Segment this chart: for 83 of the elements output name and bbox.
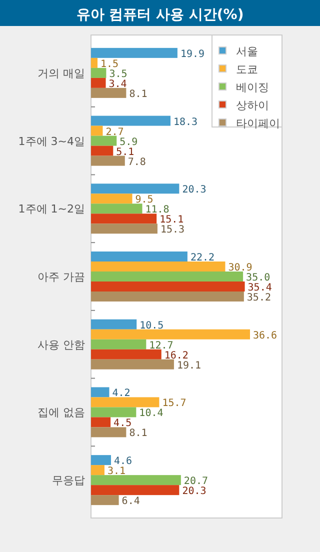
data-label: 20.3 <box>182 184 206 196</box>
data-label: 16.2 <box>164 350 188 362</box>
data-label: 4.2 <box>112 388 130 400</box>
bar <box>91 68 106 78</box>
data-label: 20.7 <box>184 476 208 488</box>
y-tick-label: 1주에 1~2일 <box>18 202 85 216</box>
data-label: 20.3 <box>182 486 206 498</box>
legend-label: 타이페이 <box>236 117 280 130</box>
bar <box>91 485 180 496</box>
data-label: 3.4 <box>108 78 127 90</box>
data-label: 8.1 <box>129 428 148 440</box>
y-tick-label: 사용 안함 <box>38 338 85 352</box>
bar <box>91 359 174 370</box>
bar <box>91 58 98 68</box>
y-tick-label: 거의 매일 <box>38 66 85 80</box>
data-label: 19.9 <box>180 48 205 60</box>
y-tick-label: 1주에 3~4일 <box>18 134 85 148</box>
bar <box>91 204 142 214</box>
bar <box>91 156 125 166</box>
data-label: 19.1 <box>176 360 202 372</box>
data-label: 11.8 <box>145 204 170 216</box>
bar <box>91 88 126 98</box>
data-label: 4.6 <box>114 456 132 468</box>
bar <box>91 349 162 360</box>
bar <box>91 455 111 466</box>
y-tick-label: 집에 없음 <box>38 406 85 420</box>
bar <box>91 407 136 418</box>
bar <box>91 292 244 302</box>
data-label: 12.7 <box>149 340 174 352</box>
legend-label: 서울 <box>236 45 258 58</box>
data-label: 35.0 <box>246 272 270 284</box>
legend-label: 도쿄 <box>236 63 258 76</box>
bar <box>91 78 106 88</box>
data-label: 1.5 <box>100 58 119 70</box>
data-label: 6.4 <box>122 496 140 508</box>
data-label: 9.5 <box>135 194 154 206</box>
data-label: 15.1 <box>160 214 184 226</box>
data-label: 5.9 <box>120 136 138 148</box>
bar <box>91 282 245 292</box>
bar <box>91 194 132 204</box>
data-label: 10.5 <box>140 320 164 332</box>
data-label: 15.7 <box>162 398 186 410</box>
bar <box>91 214 157 224</box>
bar <box>91 116 170 126</box>
bar <box>91 339 146 350</box>
bar <box>91 387 110 398</box>
bar <box>91 126 103 136</box>
data-label: 5.1 <box>116 146 134 158</box>
bar <box>91 272 244 282</box>
chart-title: 유아 컴퓨터 사용 시간(%) <box>76 7 244 23</box>
y-tick-label: 무응답 <box>52 474 85 488</box>
bar <box>91 262 226 272</box>
data-label: 15.3 <box>160 224 185 236</box>
bar <box>91 224 158 234</box>
bar <box>91 495 119 506</box>
legend-label: 상하이 <box>236 99 269 112</box>
data-label: 35.4 <box>248 282 272 294</box>
data-label: 8.1 <box>129 88 148 100</box>
data-label: 2.7 <box>106 126 124 138</box>
data-label: 18.3 <box>174 116 198 128</box>
bar <box>91 319 137 330</box>
bar <box>91 252 188 262</box>
bar <box>91 397 160 408</box>
data-label: 36.6 <box>253 330 278 342</box>
data-label: 4.5 <box>114 418 132 430</box>
data-label: 3.1 <box>107 466 126 478</box>
bar <box>91 329 250 340</box>
legend-label: 베이징 <box>236 81 269 94</box>
data-label: 7.8 <box>128 156 146 168</box>
bar <box>91 184 180 194</box>
data-label: 30.9 <box>228 262 252 274</box>
y-tick-label: 아주 가끔 <box>38 270 85 284</box>
bar <box>91 146 114 156</box>
bar <box>91 136 117 146</box>
bar <box>91 427 126 438</box>
bar <box>91 475 181 486</box>
bar <box>91 417 111 428</box>
bar <box>91 465 104 476</box>
bar <box>91 48 178 58</box>
data-label: 3.5 <box>109 68 128 80</box>
data-label: 22.2 <box>190 252 215 264</box>
data-label: 10.4 <box>139 408 164 420</box>
data-label: 35.2 <box>246 292 272 304</box>
